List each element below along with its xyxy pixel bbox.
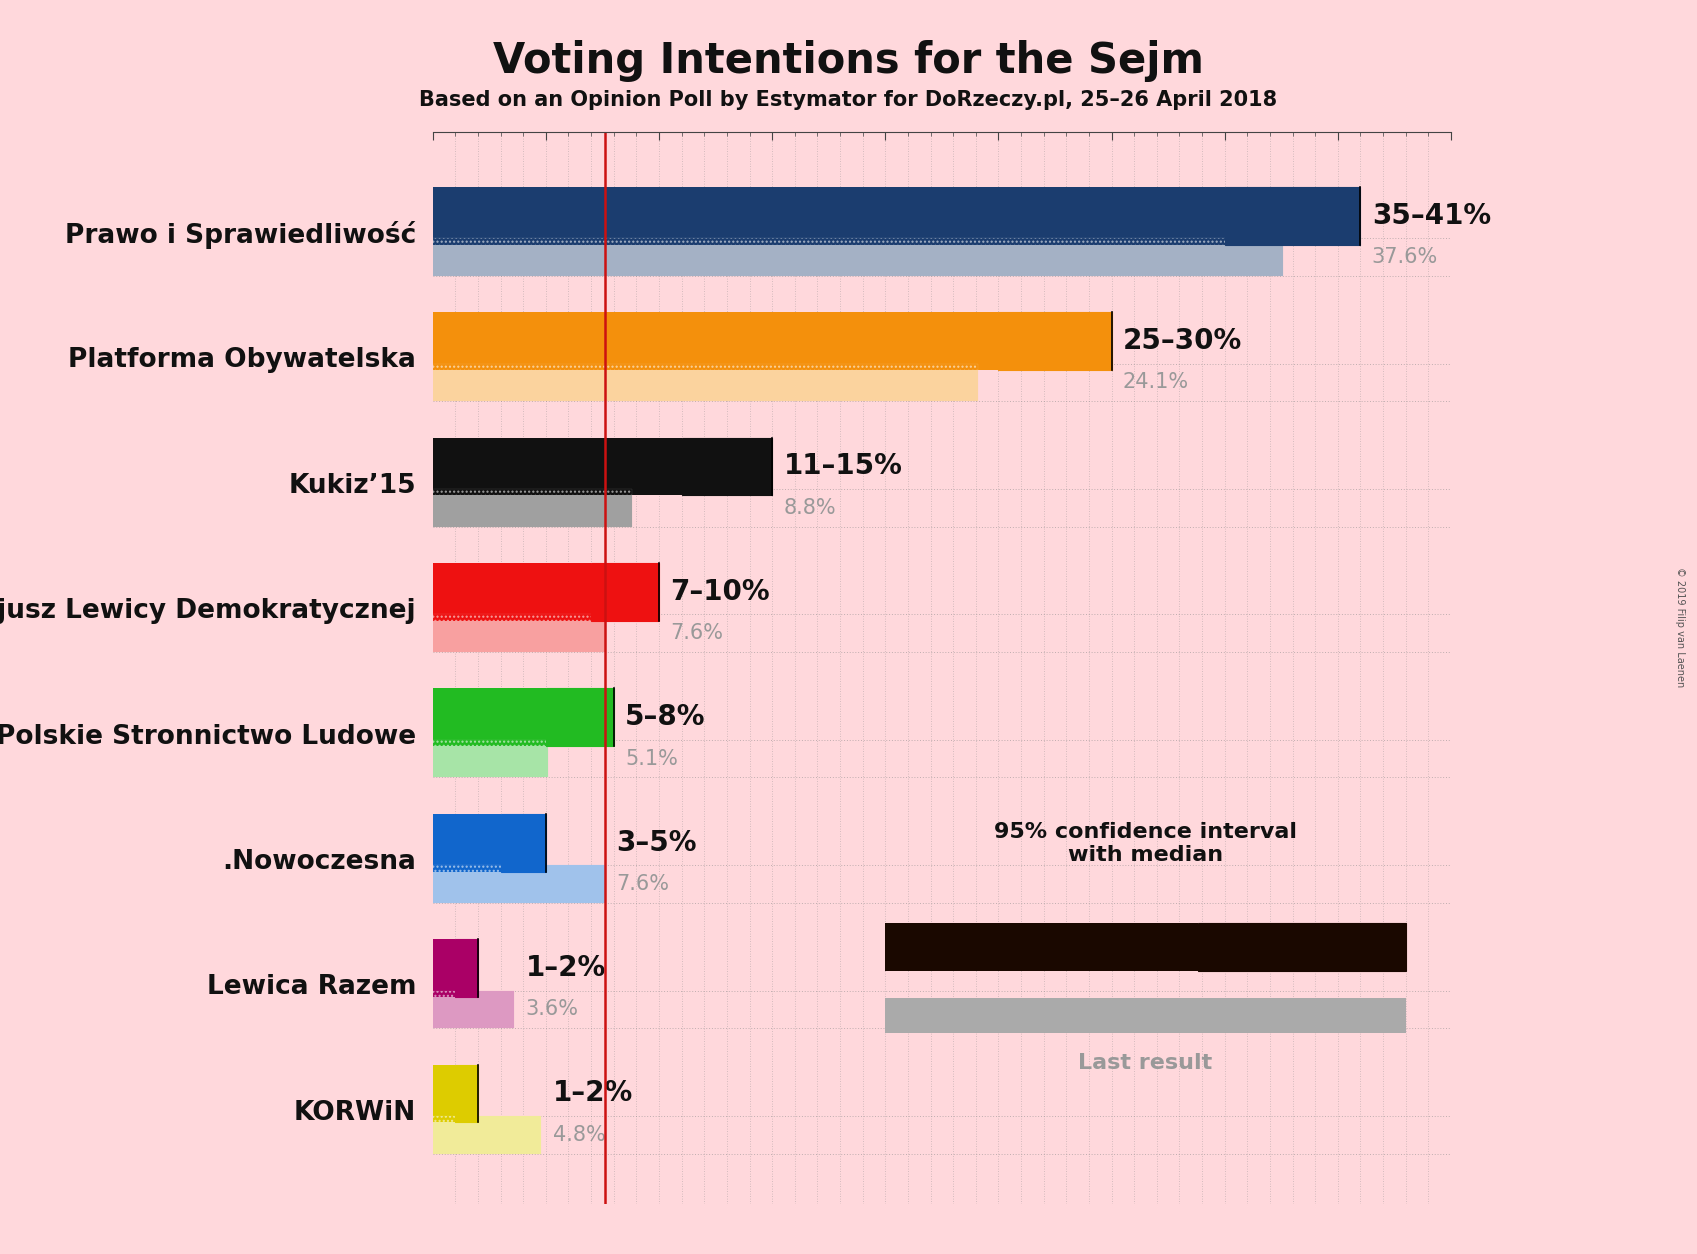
Text: 5.1%: 5.1% xyxy=(624,749,677,769)
Bar xyxy=(433,238,1283,276)
Text: 1–2%: 1–2% xyxy=(526,954,606,982)
Bar xyxy=(433,312,998,370)
Text: Based on an Opinion Poll by Estymator for DoRzeczy.pl, 25–26 April 2018: Based on an Opinion Poll by Estymator fo… xyxy=(419,90,1278,110)
Text: © 2019 Filip van Laenen: © 2019 Filip van Laenen xyxy=(1675,567,1685,687)
Bar xyxy=(433,364,977,401)
Bar xyxy=(433,814,501,872)
Bar xyxy=(433,438,682,495)
Bar xyxy=(433,1116,541,1154)
Text: 11–15%: 11–15% xyxy=(784,453,903,480)
Text: 1–2%: 1–2% xyxy=(553,1080,633,1107)
Text: 3.6%: 3.6% xyxy=(526,999,579,1020)
Text: 8.8%: 8.8% xyxy=(784,498,837,518)
Text: 3–5%: 3–5% xyxy=(616,829,696,856)
Bar xyxy=(433,563,591,621)
Text: 7.6%: 7.6% xyxy=(670,623,723,643)
Bar xyxy=(886,923,1198,971)
Text: 35–41%: 35–41% xyxy=(1371,202,1492,229)
Bar xyxy=(433,740,548,777)
Bar xyxy=(433,364,977,401)
Bar xyxy=(546,688,614,746)
Text: 25–30%: 25–30% xyxy=(1123,327,1242,355)
Text: 24.1%: 24.1% xyxy=(1123,372,1190,393)
Bar xyxy=(433,740,548,777)
Bar xyxy=(886,998,1405,1033)
Bar xyxy=(433,1065,455,1122)
Bar xyxy=(433,991,514,1028)
Bar xyxy=(998,312,1112,370)
Bar xyxy=(433,865,604,903)
Bar xyxy=(433,238,1283,276)
Bar xyxy=(455,939,479,997)
Bar xyxy=(433,939,455,997)
Bar xyxy=(433,489,631,527)
Bar xyxy=(433,991,514,1028)
Bar xyxy=(1198,923,1405,971)
Bar xyxy=(433,614,604,652)
Text: 7.6%: 7.6% xyxy=(616,874,669,894)
Bar xyxy=(433,688,546,746)
Bar xyxy=(433,614,604,652)
Bar xyxy=(433,187,1225,245)
Text: Voting Intentions for the Sejm: Voting Intentions for the Sejm xyxy=(494,40,1203,82)
Text: 5–8%: 5–8% xyxy=(624,703,706,731)
Text: 95% confidence interval
with median: 95% confidence interval with median xyxy=(994,823,1297,865)
Text: 7–10%: 7–10% xyxy=(670,578,770,606)
Bar xyxy=(433,489,631,527)
Bar xyxy=(433,865,604,903)
Text: 37.6%: 37.6% xyxy=(1371,247,1437,267)
Text: 4.8%: 4.8% xyxy=(553,1125,606,1145)
Bar xyxy=(682,438,772,495)
Bar xyxy=(501,814,546,872)
Bar xyxy=(455,1065,479,1122)
Bar xyxy=(1225,187,1361,245)
Text: Last result: Last result xyxy=(1078,1053,1213,1073)
Bar xyxy=(591,563,658,621)
Bar xyxy=(433,1116,541,1154)
